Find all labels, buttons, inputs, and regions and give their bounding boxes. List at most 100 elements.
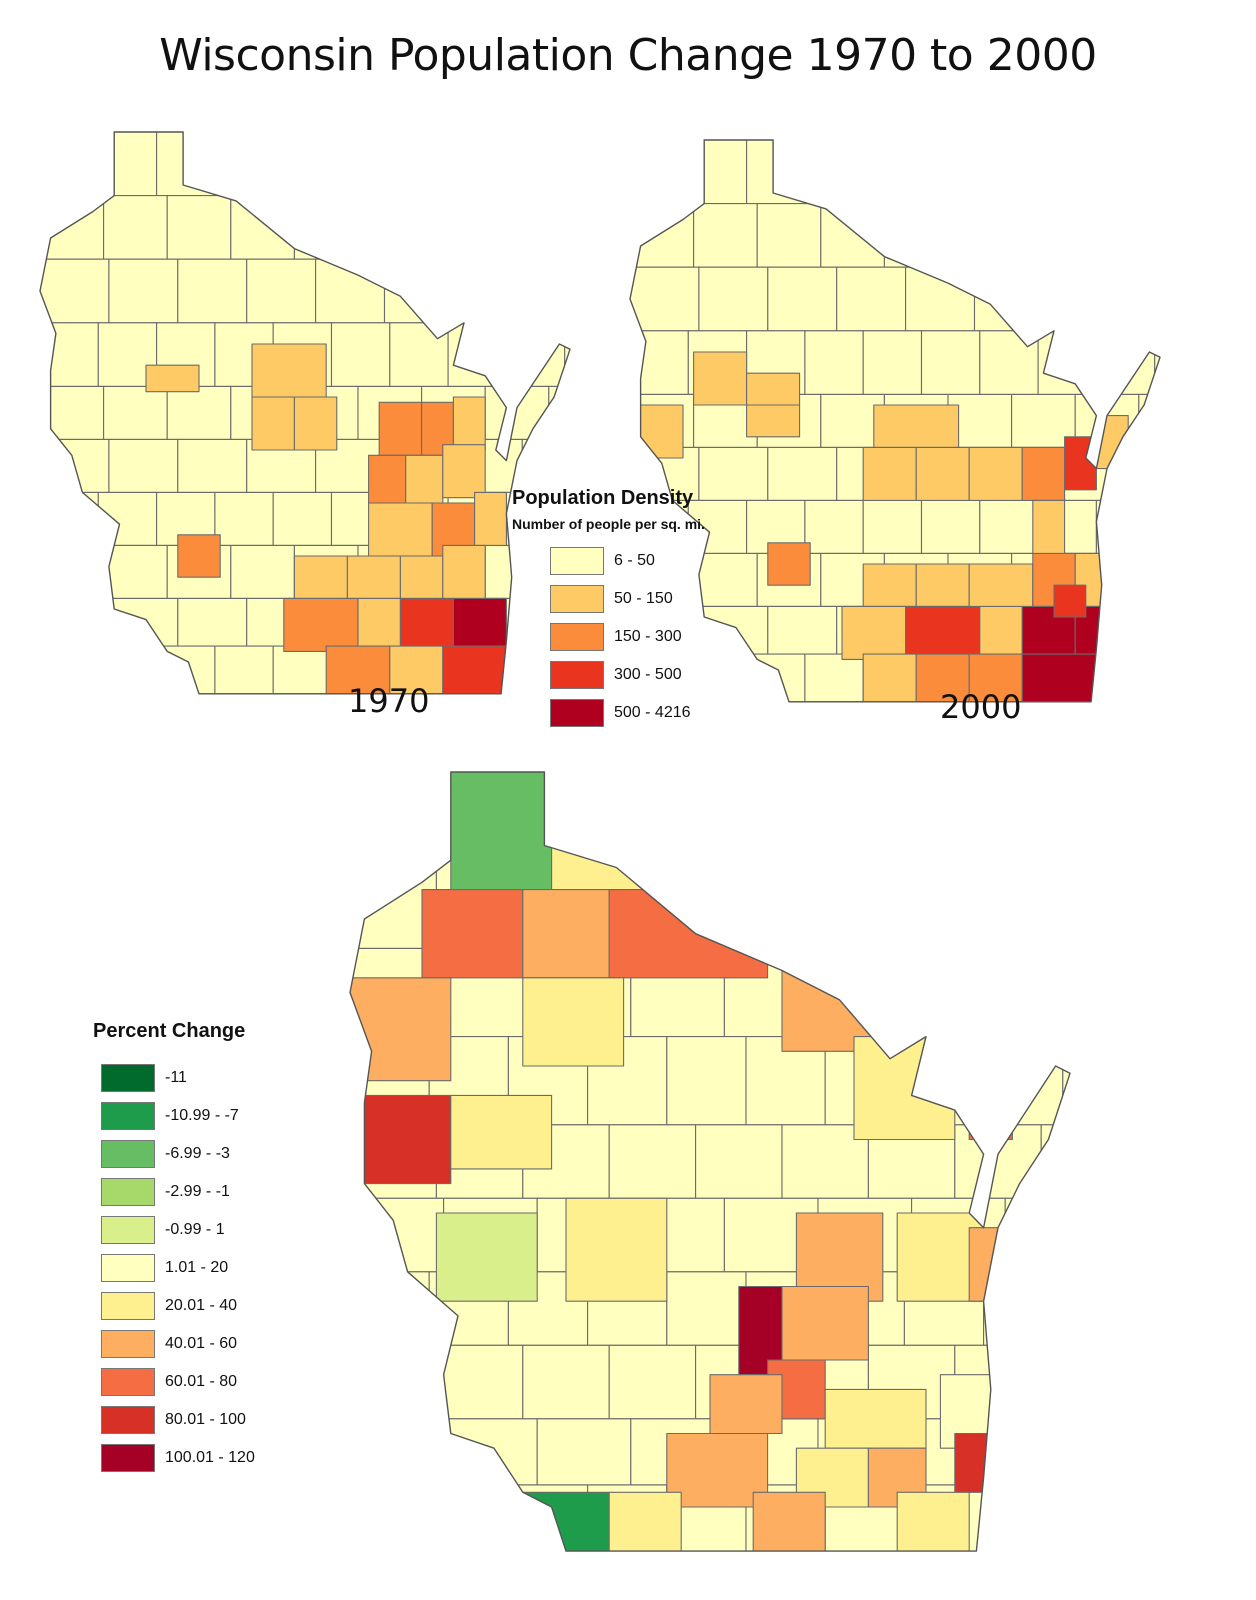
county	[756, 203, 822, 268]
county	[911, 947, 1006, 1038]
county	[1095, 499, 1156, 554]
county	[905, 605, 981, 660]
county	[166, 385, 232, 440]
county	[452, 396, 486, 451]
county	[368, 502, 433, 557]
county	[1011, 1285, 1070, 1346]
county	[905, 266, 976, 332]
county	[522, 977, 625, 1067]
legend-label: 40.01 - 60	[165, 1335, 238, 1352]
county	[521, 438, 570, 493]
county	[1042, 266, 1113, 332]
county	[474, 491, 507, 546]
county	[1032, 499, 1066, 554]
legend-label: 60.01 - 80	[165, 1373, 238, 1390]
county	[608, 889, 769, 979]
state-outline	[629, 139, 1161, 703]
county	[435, 1212, 538, 1302]
county	[435, 1344, 524, 1420]
county	[1021, 653, 1097, 702]
county	[389, 132, 449, 197]
county	[1062, 1484, 1070, 1552]
change-legend-item: 80.01 - 100	[101, 1401, 255, 1439]
county	[521, 258, 570, 324]
county	[954, 859, 1042, 949]
county	[1074, 203, 1140, 268]
county	[954, 1124, 1042, 1199]
county	[1053, 584, 1087, 618]
county	[867, 859, 956, 949]
change-legend-item: -0.99 - 1	[101, 1211, 255, 1249]
county	[40, 322, 99, 387]
county	[40, 645, 99, 694]
density-legend-title: Population Density	[512, 487, 694, 509]
change-legend-item: -2.99 - -1	[101, 1173, 255, 1211]
county	[272, 491, 333, 546]
county	[350, 977, 452, 1082]
county	[862, 140, 923, 205]
county	[399, 597, 454, 652]
county	[767, 605, 838, 655]
county	[177, 438, 248, 493]
county	[108, 438, 179, 493]
legend-swatch	[101, 1330, 155, 1358]
legend-swatch	[550, 699, 604, 727]
county	[40, 385, 105, 440]
county	[687, 140, 748, 205]
county	[40, 491, 99, 546]
county	[166, 195, 232, 260]
county	[442, 645, 507, 694]
county	[450, 1094, 553, 1170]
county	[1040, 1124, 1070, 1199]
county	[103, 385, 168, 440]
county	[836, 266, 907, 332]
county	[330, 322, 391, 387]
county	[873, 404, 960, 448]
legend-swatch	[101, 1368, 155, 1396]
county	[145, 364, 200, 393]
county	[293, 195, 359, 260]
county	[666, 1036, 747, 1126]
county	[745, 772, 826, 861]
year-label-2000: 2000	[940, 688, 1022, 726]
county	[389, 322, 449, 387]
county	[804, 140, 864, 205]
county	[1062, 772, 1070, 861]
county	[810, 874, 985, 964]
county	[781, 1285, 869, 1361]
county	[452, 597, 507, 652]
legend-label: -11	[165, 1069, 187, 1086]
county	[103, 544, 168, 599]
county	[447, 132, 507, 197]
legend-swatch	[101, 1216, 155, 1244]
county	[368, 454, 407, 504]
county	[1154, 330, 1160, 395]
county	[968, 653, 1023, 702]
county	[1095, 330, 1156, 395]
county	[40, 544, 105, 599]
legend-label: -0.99 - 1	[165, 1221, 225, 1238]
county	[246, 258, 317, 324]
legend-swatch	[101, 1140, 155, 1168]
county	[330, 132, 391, 197]
county	[920, 499, 981, 554]
county	[40, 132, 99, 197]
county	[1154, 499, 1160, 554]
legend-label: 150 - 300	[614, 628, 682, 645]
county	[428, 1484, 509, 1552]
county	[1138, 203, 1160, 268]
state-outline	[39, 131, 571, 695]
county	[177, 258, 248, 324]
county	[947, 203, 1013, 268]
legend-label: -6.99 - -3	[165, 1145, 230, 1162]
county	[983, 772, 1064, 861]
county	[841, 605, 907, 660]
county	[293, 396, 338, 451]
county	[325, 645, 391, 694]
county	[272, 645, 333, 694]
county	[920, 330, 981, 395]
legend-label: 1.01 - 20	[165, 1259, 229, 1276]
county	[666, 772, 747, 861]
legend-swatch	[101, 1254, 155, 1282]
county	[421, 195, 486, 260]
